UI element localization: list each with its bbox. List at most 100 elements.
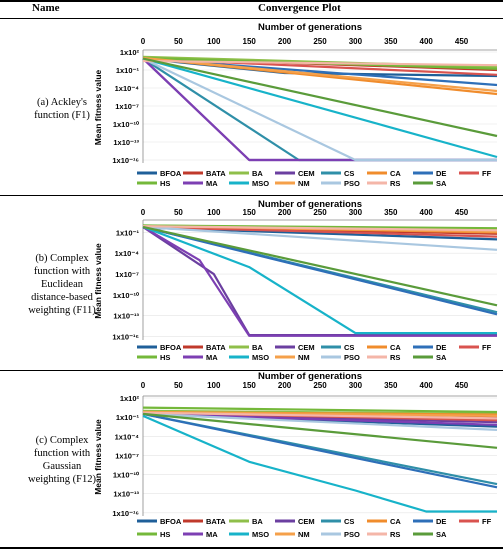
y-tick-label: 1x10⁻⁴ bbox=[115, 84, 140, 93]
row-label-c: (c) Complex function with Gaussian weigh… bbox=[6, 434, 118, 486]
top-rule bbox=[0, 0, 503, 2]
y-tick-label: 1x10⁻¹³ bbox=[113, 138, 139, 147]
legend-label: RS bbox=[390, 353, 400, 362]
x-tick-label: 350 bbox=[384, 208, 398, 217]
y-tick-label: 1x10⁻⁷ bbox=[115, 451, 139, 460]
x-tick-label: 400 bbox=[420, 37, 434, 46]
legend-label: CS bbox=[344, 517, 354, 526]
x-tick-label: 350 bbox=[384, 37, 398, 46]
series-line-sa bbox=[142, 412, 498, 449]
legend-label: CA bbox=[390, 169, 401, 178]
legend-label: HS bbox=[160, 179, 170, 188]
x-tick-label: 450 bbox=[455, 37, 469, 46]
y-tick-label: 1x10⁻¹³ bbox=[113, 490, 139, 499]
x-axis-title: Number of generations bbox=[258, 22, 362, 33]
x-tick-label: 300 bbox=[349, 381, 363, 390]
series-line-rs bbox=[142, 411, 498, 420]
row-label-line: (c) Complex bbox=[35, 435, 89, 446]
row-label-line: function with bbox=[33, 266, 91, 277]
legend-label: CA bbox=[390, 343, 401, 352]
x-tick-label: 0 bbox=[141, 208, 146, 217]
legend-label: PSO bbox=[344, 353, 360, 362]
legend-label: RS bbox=[390, 179, 400, 188]
row-label-a: (a) Ackley's function (F1) bbox=[6, 96, 118, 122]
y-tick-label: 1x10⁻¹⁰ bbox=[113, 120, 140, 129]
y-tick-label: 1x10⁻¹⁶ bbox=[112, 156, 139, 165]
y-tick-label: 1x10² bbox=[120, 394, 140, 403]
x-axis-title: Number of generations bbox=[258, 371, 362, 382]
x-tick-label: 350 bbox=[384, 381, 398, 390]
legend-label: MA bbox=[206, 530, 218, 539]
series-line-rs bbox=[142, 225, 498, 232]
legend-label: BFOA bbox=[160, 169, 182, 178]
y-tick-label: 1x10⁻¹⁰ bbox=[113, 471, 140, 480]
series-line-mso bbox=[142, 57, 498, 159]
x-tick-label: 250 bbox=[313, 208, 327, 217]
x-tick-label: 50 bbox=[174, 381, 183, 390]
series-line-rs bbox=[142, 59, 498, 67]
row-rule-2 bbox=[0, 370, 503, 371]
legend-label: HS bbox=[160, 353, 170, 362]
series-line-pso bbox=[142, 57, 497, 162]
y-tick-label: 1x10⁻¹ bbox=[116, 413, 140, 422]
y-tick-label: 1x10⁻¹ bbox=[116, 66, 140, 75]
legend-label: NM bbox=[298, 530, 310, 539]
series-line-hs bbox=[142, 406, 498, 414]
row-rule-1 bbox=[0, 195, 503, 196]
chart-panel-2: Number of generations 0 50 100 150 200 250 300 3… bbox=[93, 199, 498, 362]
legend-label: CS bbox=[344, 169, 354, 178]
x-tick-label: 100 bbox=[207, 381, 221, 390]
legend-label: MSO bbox=[252, 530, 269, 539]
y-tick-label: 1x10⁻⁷ bbox=[115, 102, 139, 111]
row-label-line: distance-based bbox=[31, 292, 93, 303]
legend-label: FF bbox=[482, 169, 492, 178]
x-tick-label: 150 bbox=[243, 37, 257, 46]
legend-label: SA bbox=[436, 179, 447, 188]
legend-label: BA bbox=[252, 517, 263, 526]
legend-label: BATA bbox=[206, 343, 226, 352]
legend-label: BFOA bbox=[160, 343, 182, 352]
legend-label: CA bbox=[390, 517, 401, 526]
legend-label: BFOA bbox=[160, 517, 182, 526]
y-tick-label: 1x10⁻⁴ bbox=[115, 249, 140, 258]
row-label-line: weighting (F12) bbox=[28, 474, 96, 485]
x-tick-label: 300 bbox=[349, 208, 363, 217]
legend-label: SA bbox=[436, 530, 447, 539]
legend-label: CEM bbox=[298, 343, 315, 352]
legend-label: NM bbox=[298, 353, 310, 362]
x-tick-label: 400 bbox=[420, 381, 434, 390]
y-tick-label: 1x10⁻¹ bbox=[116, 228, 140, 237]
y-tick-label: 1x10⁻⁴ bbox=[115, 432, 140, 441]
series-line-de bbox=[142, 412, 498, 489]
legend-label: DE bbox=[436, 343, 446, 352]
bottom-rule bbox=[0, 547, 503, 549]
x-tick-label: 200 bbox=[278, 208, 292, 217]
series-line-sa bbox=[142, 225, 498, 307]
x-tick-label: 0 bbox=[141, 37, 146, 46]
x-tick-label: 100 bbox=[207, 37, 221, 46]
series-line-nm bbox=[142, 56, 498, 93]
legend-label: PSO bbox=[344, 179, 360, 188]
x-tick-label: 150 bbox=[243, 381, 257, 390]
legend-label: BATA bbox=[206, 517, 226, 526]
x-tick-label: 50 bbox=[174, 208, 183, 217]
series-line-cem bbox=[142, 225, 497, 337]
legend-label: MSO bbox=[252, 353, 269, 362]
legend-label: FF bbox=[482, 343, 492, 352]
y-tick-label: 1x10² bbox=[120, 48, 140, 57]
y-tick-label: 1x10⁻¹⁶ bbox=[112, 509, 139, 518]
legend-label: HS bbox=[160, 530, 170, 539]
row-label-line: Euclidean bbox=[41, 279, 83, 290]
legend-label: MA bbox=[206, 179, 218, 188]
x-tick-label: 450 bbox=[455, 381, 469, 390]
legend-label: PSO bbox=[344, 530, 360, 539]
legend-label: CEM bbox=[298, 517, 315, 526]
name-column-header: Name bbox=[32, 2, 60, 14]
x-tick-label: 400 bbox=[420, 208, 434, 217]
legend-label: BA bbox=[252, 343, 263, 352]
y-tick-label: 1x10⁻¹⁰ bbox=[113, 291, 140, 300]
row-label-line: Gaussian bbox=[42, 461, 82, 472]
y-axis-label: Mean fitness value bbox=[93, 243, 103, 319]
series-line-ma bbox=[142, 225, 497, 337]
